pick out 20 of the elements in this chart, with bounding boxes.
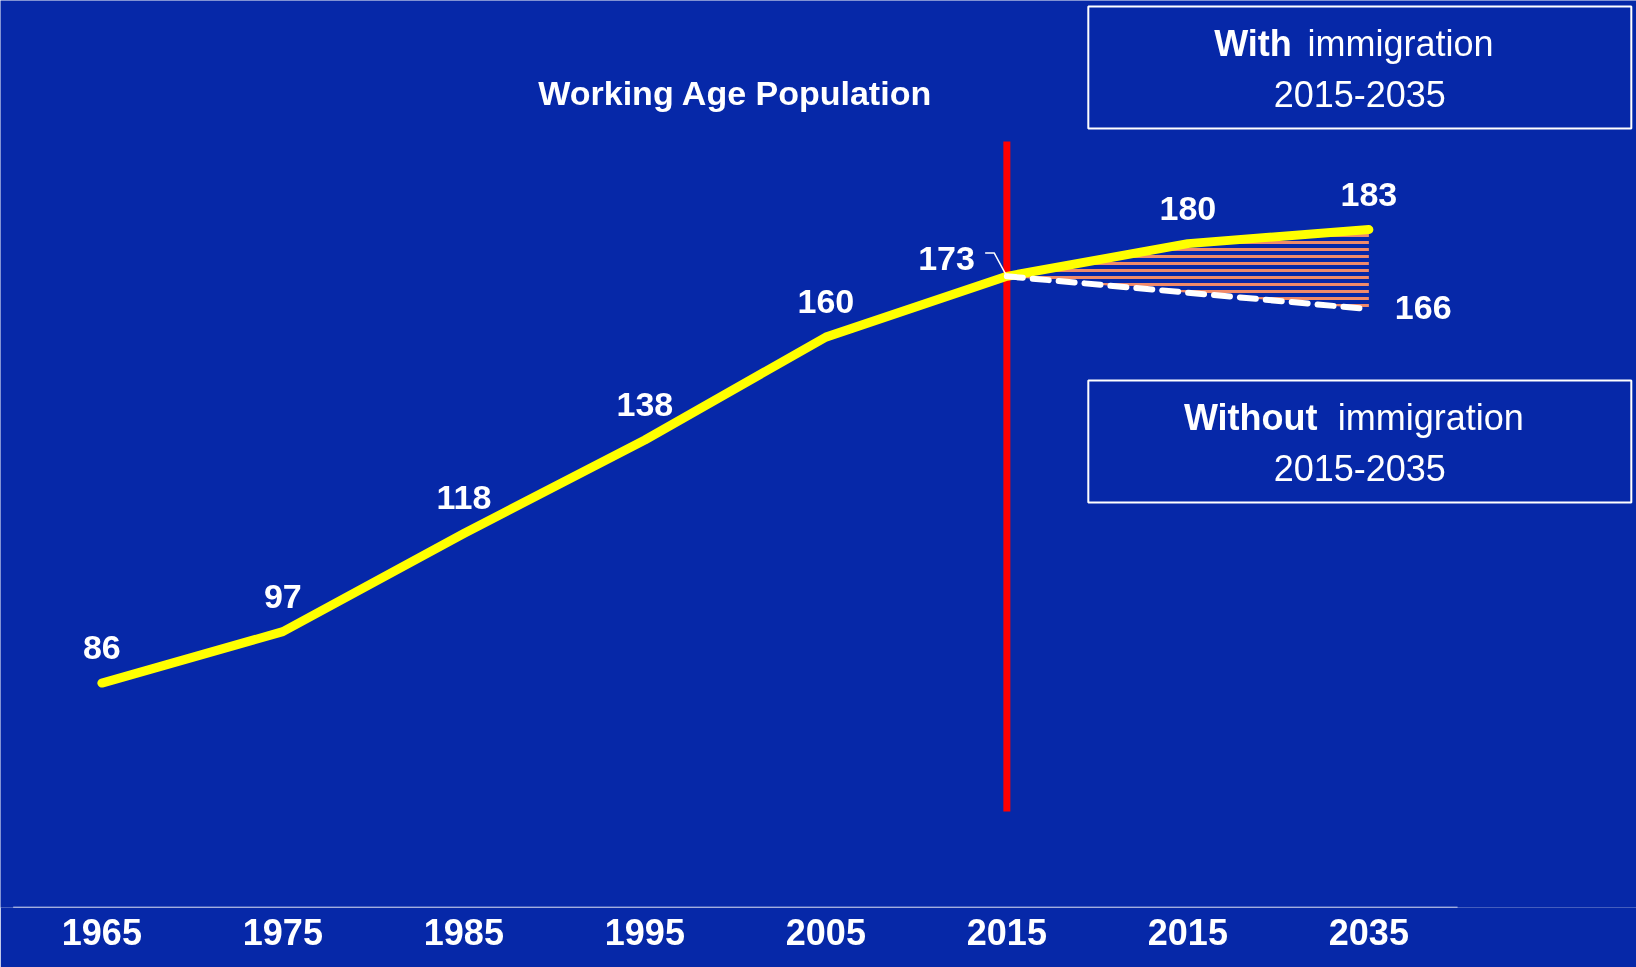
x-tick-label: 1985 [423,911,504,953]
data-label: 86 [82,628,121,667]
data-label: 118 [436,478,492,517]
annotation: Without immigration 2015-2035 [1183,397,1524,489]
annotation: With immigration 2015-2035 [1214,23,1494,115]
x-tick-label: 1995 [604,911,685,953]
data-label: 166 [1394,287,1452,326]
x-tick-label: 1975 [242,911,323,953]
x-tick-label: 2005 [785,911,866,953]
text: Working Age Population [538,73,932,112]
x-tick-label: 1965 [61,911,142,953]
data-label: 97 [263,576,302,615]
x-tick-label: 2035 [1328,911,1409,953]
data-label: 183 [1340,174,1398,213]
x-tick-label: 2015 [1147,911,1228,953]
data-label: 173 [918,239,975,278]
data-label: 180 [1159,188,1217,227]
data-label: 138 [616,384,674,423]
data-label: 160 [797,282,855,321]
x-tick-label: 2015 [966,911,1047,953]
